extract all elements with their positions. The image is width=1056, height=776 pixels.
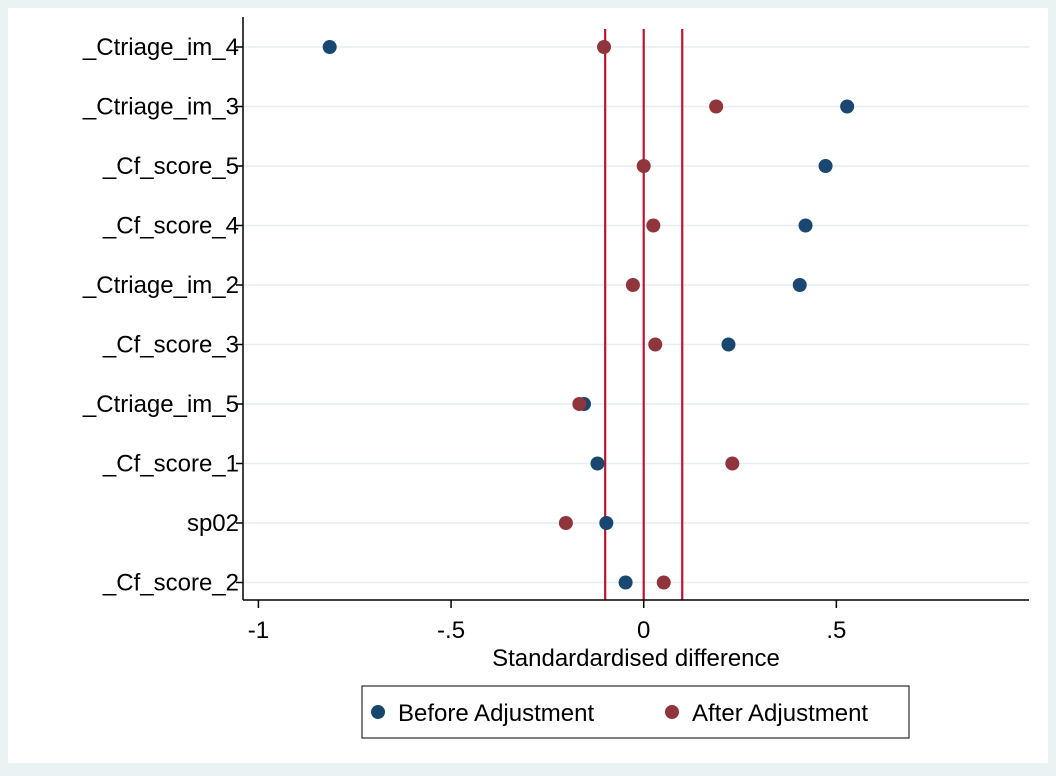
point-after [725, 456, 740, 471]
x-axis-ticks: -1 -.5 0 .5 [248, 600, 846, 644]
y-tick-label: _Ctriage_im_4 [82, 34, 239, 61]
x-tick-label: -1 [248, 617, 269, 644]
x-tick-label: -.5 [437, 617, 465, 644]
legend-label-before: Before Adjustment [398, 700, 594, 727]
y-tick-label: _Ctriage_im_3 [82, 94, 239, 121]
point-after [625, 278, 640, 292]
legend-marker-before [371, 705, 385, 719]
point-after [709, 99, 724, 114]
point-after [558, 516, 573, 530]
legend-label-after: After Adjustment [692, 700, 868, 727]
y-tick-label: _Ctriage_im_5 [82, 391, 239, 418]
legend: Before Adjustment After Adjustment [361, 685, 910, 739]
x-tick-label: .5 [826, 617, 846, 644]
axes [242, 17, 1029, 601]
point-after [646, 218, 661, 233]
y-tick-label: _Cf_score_3 [102, 332, 239, 359]
y-tick-label: _Ctriage_im_2 [82, 272, 239, 299]
point-before [590, 456, 605, 471]
x-tick-label: 0 [637, 617, 650, 644]
gridlines [243, 46, 1029, 584]
y-tick-label: _Cf_score_5 [102, 153, 239, 180]
data-points [322, 40, 855, 590]
point-before [721, 337, 736, 352]
legend-box [361, 685, 910, 739]
y-tick-label: sp02 [187, 510, 239, 537]
point-before [792, 278, 807, 292]
point-after [636, 159, 651, 173]
point-after [648, 337, 663, 352]
reference-lines [604, 29, 684, 600]
point-before [798, 218, 813, 233]
point-before [840, 99, 855, 114]
point-after [656, 575, 671, 590]
point-before [618, 575, 633, 590]
legend-marker-after [665, 705, 679, 719]
figure-panel [8, 8, 1048, 763]
y-axis-ticks: _Ctriage_im_4 _Ctriage_im_3 _Cf_score_5 _Cf… [82, 34, 243, 597]
x-axis-title: Standardardised difference [492, 645, 780, 672]
point-before [818, 159, 833, 173]
point-after [597, 40, 612, 54]
y-tick-label: _Cf_score_2 [102, 570, 239, 597]
point-after [572, 397, 587, 411]
point-before [599, 516, 614, 530]
y-tick-label: _Cf_score_4 [102, 213, 239, 240]
y-tick-label: _Cf_score_1 [102, 451, 239, 478]
point-before [322, 40, 337, 54]
